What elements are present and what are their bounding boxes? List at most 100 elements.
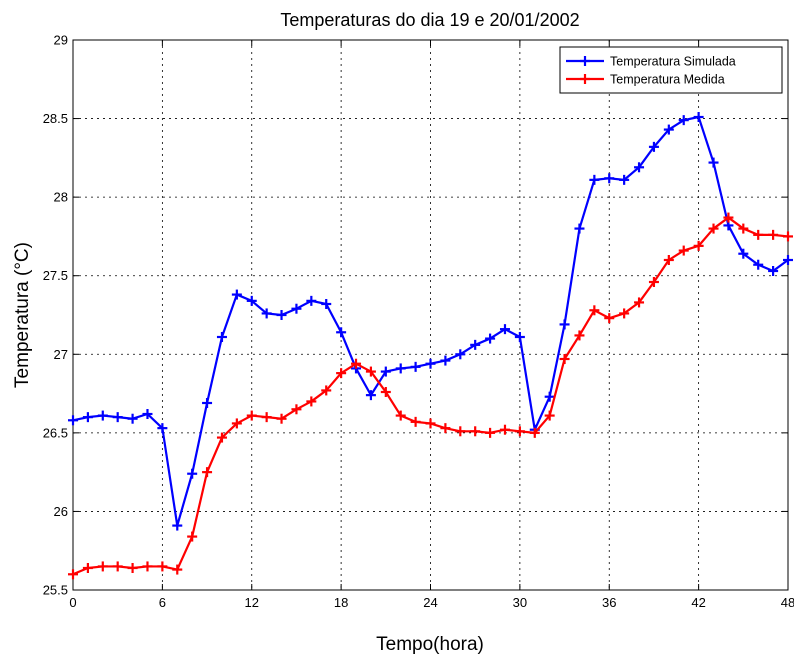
data-point <box>663 124 674 135</box>
legend: Temperatura Simulada Temperatura Medida <box>559 46 783 94</box>
data-point <box>485 427 496 438</box>
data-point <box>619 308 630 319</box>
data-point <box>783 231 793 242</box>
data-point <box>97 561 108 572</box>
data-point <box>97 410 108 421</box>
data-point <box>574 330 585 341</box>
data-point <box>544 391 555 402</box>
data-point <box>276 413 287 424</box>
x-tick-label: 6 <box>159 595 166 610</box>
y-tick-label: 27 <box>54 347 68 362</box>
data-point <box>351 358 362 369</box>
grid <box>73 40 788 590</box>
y-tick-label: 29 <box>54 33 68 48</box>
series-medida <box>68 212 793 580</box>
data-point <box>529 427 540 438</box>
data-point <box>68 569 78 580</box>
data-point <box>202 467 213 478</box>
data-point <box>202 398 213 408</box>
legend-marker <box>580 56 590 66</box>
data-point <box>708 223 719 234</box>
data-point <box>172 520 183 531</box>
data-point <box>112 561 123 572</box>
series-group <box>68 112 793 580</box>
data-point <box>559 354 570 364</box>
data-point <box>395 410 406 421</box>
x-tick-label: 42 <box>691 595 705 610</box>
data-point <box>693 112 704 122</box>
data-point <box>276 310 287 320</box>
x-tick-label: 12 <box>245 595 259 610</box>
data-point <box>723 212 734 223</box>
data-point <box>380 366 391 377</box>
data-point <box>514 426 525 437</box>
data-point <box>470 339 481 350</box>
y-axis-label: Temperatura (°C) <box>12 242 33 388</box>
data-point <box>783 255 793 265</box>
y-tick-label: 28.5 <box>43 111 68 126</box>
data-point <box>753 259 764 270</box>
data-point <box>380 387 391 397</box>
y-tick-label: 27.5 <box>43 268 68 283</box>
chart-title: Temperaturas do dia 19 e 20/01/2002 <box>280 10 579 30</box>
data-point <box>142 409 153 419</box>
data-point <box>365 390 376 401</box>
x-axis-label: Tempo(hora) <box>376 634 484 655</box>
data-point <box>157 561 168 572</box>
data-point <box>619 174 630 185</box>
y-tick-label: 28 <box>54 190 68 205</box>
data-point <box>634 162 645 173</box>
legend-label: Temperatura Simulada <box>610 55 736 69</box>
ticks: 0 6 12 18 24 30 36 42 48 25.5 26 26.5 27 27.5 28 28.5 29 <box>43 33 794 611</box>
data-point <box>470 426 481 437</box>
x-tick-label: 18 <box>334 595 348 610</box>
data-point <box>172 564 183 575</box>
data-point <box>559 319 570 330</box>
data-point <box>499 424 510 435</box>
data-point <box>82 563 93 573</box>
legend-item: Temperatura Simulada <box>566 55 736 69</box>
legend-label: Temperatura Medida <box>610 73 725 87</box>
data-point <box>544 410 555 421</box>
data-point <box>321 299 332 309</box>
data-point <box>336 327 347 338</box>
legend-item: Temperatura Medida <box>566 73 725 87</box>
data-point <box>187 531 198 542</box>
data-point <box>440 423 451 434</box>
legend-marker <box>580 74 590 84</box>
data-point <box>261 308 272 319</box>
data-point <box>425 418 436 429</box>
data-point <box>514 332 525 342</box>
y-tick-label: 25.5 <box>43 583 68 598</box>
y-tick-label: 26 <box>54 504 68 519</box>
data-point <box>410 361 421 372</box>
data-point <box>336 368 347 379</box>
x-tick-label: 36 <box>602 595 616 610</box>
data-point <box>574 223 585 234</box>
data-point <box>589 174 600 185</box>
data-point <box>127 563 138 573</box>
data-point <box>365 366 376 377</box>
data-point <box>216 432 227 443</box>
x-tick-label: 30 <box>513 595 527 610</box>
data-point <box>455 426 466 437</box>
data-point <box>246 295 257 306</box>
data-point <box>127 413 138 424</box>
data-point <box>768 229 779 240</box>
data-point <box>648 141 659 152</box>
data-point <box>499 324 510 335</box>
data-point <box>425 358 436 369</box>
data-point <box>768 266 779 276</box>
data-point <box>589 305 600 316</box>
data-point <box>82 412 93 423</box>
data-point <box>604 313 615 324</box>
data-point <box>440 355 451 366</box>
data-point <box>738 248 749 259</box>
data-point <box>187 468 198 479</box>
y-tick-label: 26.5 <box>43 425 68 440</box>
data-point <box>321 385 332 396</box>
data-point <box>231 289 242 300</box>
data-point <box>738 223 749 234</box>
data-point <box>634 297 645 308</box>
